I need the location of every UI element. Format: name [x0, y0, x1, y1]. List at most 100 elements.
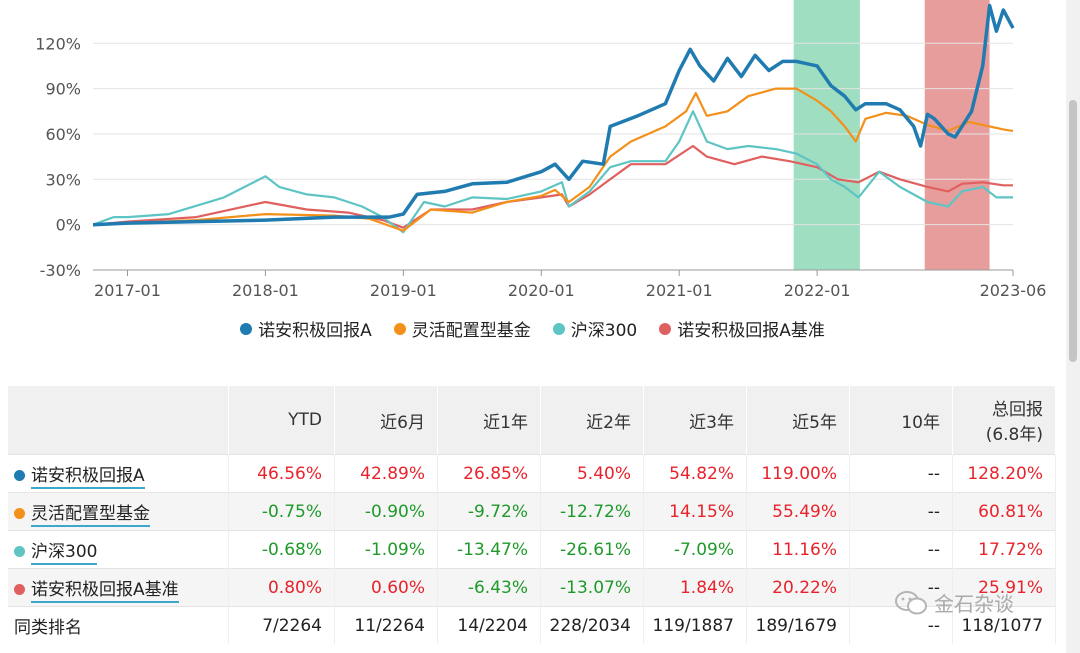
value-cell: --: [849, 492, 953, 531]
value-cell: 1.84%: [643, 568, 747, 607]
y-tick-label: 90%: [45, 80, 81, 99]
header-cell: 近5年: [746, 386, 850, 455]
wechat-icon: [895, 590, 927, 614]
legend-label: 灵活配置型基金: [411, 321, 531, 341]
legend-item[interactable]: 灵活配置型基金: [393, 316, 531, 341]
value-cell: -7.09%: [643, 530, 747, 569]
value-cell: 0.60%: [334, 568, 438, 607]
legend-item[interactable]: 诺安积极回报A基准: [659, 316, 825, 341]
value-cell: 128.20%: [952, 454, 1056, 493]
header-cell: [8, 386, 229, 455]
value-cell: --: [849, 530, 953, 569]
value-cell: -6.43%: [437, 568, 541, 607]
x-tick-label: 2019-01: [370, 281, 437, 300]
y-tick-label: 0%: [56, 216, 81, 235]
header-cell: 近6月: [334, 386, 438, 455]
legend-dot: [552, 322, 565, 335]
legend-dot: [393, 322, 406, 335]
rank-label: 同类排名: [8, 606, 229, 644]
header-cell: 近3年: [643, 386, 747, 455]
header-total-period: (6.8年): [985, 425, 1043, 445]
series-dot: [14, 546, 25, 557]
fund-name-cell: 沪深300: [8, 530, 229, 569]
watermark-text: 金石杂谈: [934, 592, 1014, 616]
watermark: 金石杂谈: [894, 588, 1014, 617]
value-cell: -12.72%: [540, 492, 644, 531]
table-row: 诺安积极回报A基准 0.80% 0.60% -6.43% -13.07% 1.84% 20.…: [8, 568, 1056, 607]
fund-name-link[interactable]: 灵活配置型基金: [31, 504, 150, 527]
series-dot: [14, 584, 25, 595]
y-tick-label: -30%: [40, 261, 81, 280]
header-cell: 近1年: [437, 386, 541, 455]
rank-cell: 14/2204: [437, 606, 541, 644]
legend-dot: [659, 322, 672, 335]
fund-name-cell: 灵活配置型基金: [8, 492, 229, 531]
x-tick-label: 2021-01: [646, 281, 713, 300]
scrollbar[interactable]: [1066, 0, 1080, 653]
header-total-label: 总回报: [992, 400, 1043, 420]
scrollbar-thumb[interactable]: [1069, 100, 1077, 362]
header-cell: 近2年: [540, 386, 644, 455]
rank-cell: 189/1679: [746, 606, 850, 644]
y-tick-label: 60%: [45, 125, 81, 144]
value-cell: -26.61%: [540, 530, 644, 569]
value-cell: -0.75%: [228, 492, 335, 531]
value-cell: -0.68%: [228, 530, 335, 569]
x-tick-label: 2017-01: [94, 281, 161, 300]
value-cell: 14.15%: [643, 492, 747, 531]
table-row: 诺安积极回报A 46.56% 42.89% 26.85% 5.40% 54.82% 119.…: [8, 454, 1056, 493]
rank-cell: 7/2264: [228, 606, 335, 644]
header-cell-total: 总回报 (6.8年): [952, 386, 1056, 455]
chart-legend: 诺安积极回报A 灵活配置型基金 沪深300 诺安积极回报A基准: [0, 316, 1065, 341]
x-tick-label: 2022-01: [784, 281, 851, 300]
series-line-0: [93, 3, 1015, 227]
value-cell: 11.16%: [746, 530, 850, 569]
value-cell: 46.56%: [228, 454, 335, 493]
x-tick-label: 2020-01: [508, 281, 575, 300]
fund-name-cell: 诺安积极回报A: [8, 454, 229, 493]
performance-line-chart: 120% 90% 60% 30% 0% -30% 2017-01 2018-01 2019-01…: [35, 0, 1047, 300]
fund-name-link[interactable]: 诺安积极回报A基准: [31, 580, 179, 603]
value-cell: 55.49%: [746, 492, 850, 531]
x-tick-label: 2023-06: [980, 281, 1047, 300]
value-cell: --: [849, 568, 953, 607]
legend-item[interactable]: 沪深300: [552, 316, 638, 341]
value-cell: 17.72%: [952, 530, 1056, 569]
performance-table: YTD 近6月 近1年 近2年 近3年 近5年 10年 总回报 (6.8年) 诺安…: [8, 386, 1056, 644]
value-cell: 119.00%: [746, 454, 850, 493]
rank-row: 同类排名 7/2264 11/2264 14/2204 228/2034 119/1887…: [8, 606, 1056, 644]
rank-cell: 228/2034: [540, 606, 644, 644]
value-cell: -13.47%: [437, 530, 541, 569]
legend-item[interactable]: 诺安积极回报A: [240, 316, 372, 341]
legend-label: 诺安积极回报A: [258, 321, 372, 341]
series-dot: [14, 470, 25, 481]
table-row: 沪深300 -0.68% -1.09% -13.47% -26.61% -7.09% 11.…: [8, 530, 1056, 569]
header-cell: 10年: [849, 386, 953, 455]
table-header-row: YTD 近6月 近1年 近2年 近3年 近5年 10年 总回报 (6.8年): [8, 386, 1056, 455]
value-cell: -9.72%: [437, 492, 541, 531]
value-cell: --: [849, 454, 953, 493]
value-cell: 60.81%: [952, 492, 1056, 531]
fund-name-link[interactable]: 诺安积极回报A: [31, 466, 145, 489]
value-cell: 26.85%: [437, 454, 541, 493]
value-cell: -13.07%: [540, 568, 644, 607]
value-cell: 54.82%: [643, 454, 747, 493]
fund-name-cell: 诺安积极回报A基准: [8, 568, 229, 607]
value-cell: 20.22%: [746, 568, 850, 607]
rank-cell: 119/1887: [643, 606, 747, 644]
legend-label: 沪深300: [570, 321, 638, 341]
value-cell: 25.91%: [952, 568, 1056, 607]
value-cell: -1.09%: [334, 530, 438, 569]
y-tick-label: 120%: [35, 34, 81, 53]
value-cell: 42.89%: [334, 454, 438, 493]
legend-dot: [240, 322, 253, 335]
header-cell: YTD: [228, 386, 335, 455]
value-cell: 5.40%: [540, 454, 644, 493]
rank-cell: 11/2264: [334, 606, 438, 644]
series-dot: [14, 508, 25, 519]
fund-name-link[interactable]: 沪深300: [31, 542, 98, 565]
table-row: 灵活配置型基金 -0.75% -0.90% -9.72% -12.72% 14.15% 55…: [8, 492, 1056, 531]
value-cell: -0.90%: [334, 492, 438, 531]
value-cell: 0.80%: [228, 568, 335, 607]
legend-label: 诺安积极回报A基准: [677, 321, 825, 341]
